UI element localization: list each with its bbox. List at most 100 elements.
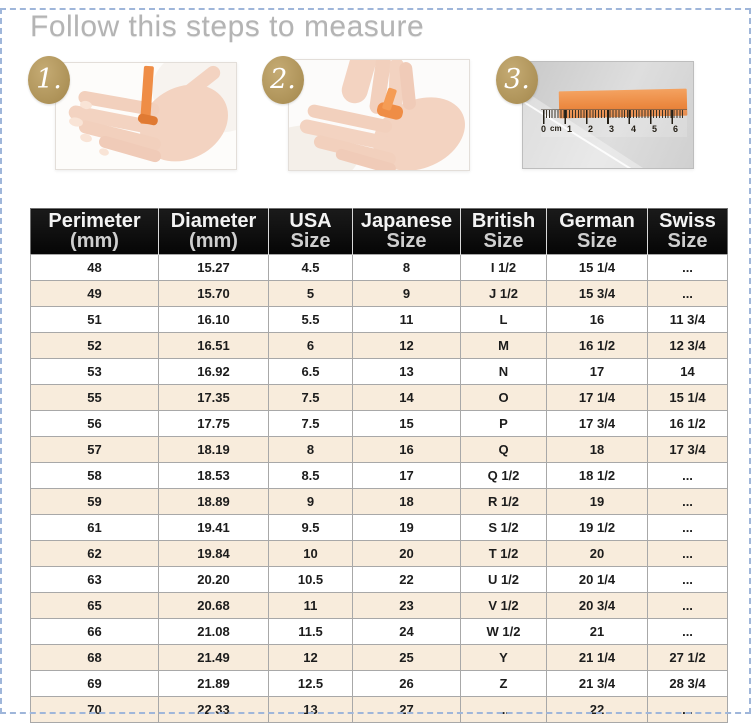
col-header-british-size: British Size xyxy=(460,208,547,255)
table-row: 49 15.70 5 9 J 1/2 15 3/4... xyxy=(30,280,728,307)
table-cell: 15 3/4 xyxy=(546,280,648,307)
table-cell: 8 xyxy=(268,436,353,463)
table-cell: R 1/2 xyxy=(460,488,547,515)
table-cell: 20 3/4 xyxy=(546,592,648,619)
table-cell: O xyxy=(460,384,547,411)
table-cell: 15 1/4 xyxy=(546,254,648,281)
table-cell: 21 3/4 xyxy=(546,670,648,697)
table-row: 59 18.89 9 18 R 1/2 19... xyxy=(30,488,728,515)
table-cell: 21.89 xyxy=(158,670,269,697)
table-cell: 14 xyxy=(647,358,728,385)
table-row: 57 18.19 8 16 Q 18 17 3/4 xyxy=(30,436,728,463)
table-cell: 18.89 xyxy=(158,488,269,515)
step-2-badge: 2. xyxy=(262,56,304,104)
table-cell: ... xyxy=(460,696,547,723)
table-cell: 17 3/4 xyxy=(647,436,728,463)
table-cell: 19 xyxy=(352,514,461,541)
table-cell: 66 xyxy=(30,618,159,645)
ruler-label: 0 xyxy=(541,124,547,134)
table-cell: 9.5 xyxy=(268,514,353,541)
table-cell: 57 xyxy=(30,436,159,463)
table-cell: 69 xyxy=(30,670,159,697)
col-header-diameter: Diameter (mm) xyxy=(158,208,269,255)
table-cell: Z xyxy=(460,670,547,697)
table-cell: 16 xyxy=(352,436,461,463)
col-header-japanese-size: Japanese Size xyxy=(352,208,461,255)
col-header-swiss-size: Swiss Size xyxy=(647,208,728,255)
table-cell: 18 xyxy=(352,488,461,515)
table-cell: 10 xyxy=(268,540,353,567)
table-cell: 53 xyxy=(30,358,159,385)
table-cell: 16 1/2 xyxy=(546,332,648,359)
ruler-label: 6 xyxy=(673,124,679,134)
table-cell: 8.5 xyxy=(268,462,353,489)
table-cell: Y xyxy=(460,644,547,671)
table-row: 58 18.53 8.5 17 Q 1/2 18 1/2... xyxy=(30,462,728,489)
table-cell: 16 xyxy=(546,306,648,333)
step-2-photo xyxy=(288,59,470,171)
table-cell: 7.5 xyxy=(268,410,353,437)
table-cell: 19 1/2 xyxy=(546,514,648,541)
table-row: 62 19.84 10 20 T 1/2 20... xyxy=(30,540,728,567)
ruler-label: 3 xyxy=(609,124,615,134)
table-cell: 18 xyxy=(546,436,648,463)
table-cell: 12 3/4 xyxy=(647,332,728,359)
table-body: 48 15.27 4.5 8 I 1/2 15 1/4... 49 15.70 5 9 J 1/2 1… xyxy=(30,254,728,723)
table-cell: 51 xyxy=(30,306,159,333)
table-cell: 15 xyxy=(352,410,461,437)
table-cell: 5 xyxy=(268,280,353,307)
table-row: 66 21.08 11.5 24 W 1/2 21... xyxy=(30,618,728,645)
table-cell: 62 xyxy=(30,540,159,567)
ruler-label: 5 xyxy=(652,124,658,134)
table-cell: 49 xyxy=(30,280,159,307)
table-cell: 20.20 xyxy=(158,566,269,593)
ruler-major-ticks xyxy=(543,110,685,124)
table-cell: 56 xyxy=(30,410,159,437)
table-cell: 20.68 xyxy=(158,592,269,619)
table-cell: 16.92 xyxy=(158,358,269,385)
table-cell: 15.70 xyxy=(158,280,269,307)
col-header-german-size: German Size xyxy=(546,208,648,255)
table-row: 55 17.35 7.5 14 O 17 1/4 15 1/4 xyxy=(30,384,728,411)
table-cell: 9 xyxy=(268,488,353,515)
table-cell: 15 1/4 xyxy=(647,384,728,411)
table-cell: M xyxy=(460,332,547,359)
table-cell: 6.5 xyxy=(268,358,353,385)
table-cell: 19.84 xyxy=(158,540,269,567)
table-row: 63 20.20 10.5 22 U 1/2 20 1/4... xyxy=(30,566,728,593)
table-cell: 19 xyxy=(546,488,648,515)
table-cell: P xyxy=(460,410,547,437)
ring-size-table: Perimeter (mm) Diameter (mm) USA Size Japan… xyxy=(30,208,728,723)
table-cell: 26 xyxy=(352,670,461,697)
table-cell: 21.49 xyxy=(158,644,269,671)
table-cell: ... xyxy=(647,540,728,567)
table-cell: 10.5 xyxy=(268,566,353,593)
ruler-label: cm xyxy=(550,124,562,133)
table-cell: 59 xyxy=(30,488,159,515)
table-cell: S 1/2 xyxy=(460,514,547,541)
table-cell: 21.08 xyxy=(158,618,269,645)
table-cell: 18 1/2 xyxy=(546,462,648,489)
table-cell: V 1/2 xyxy=(460,592,547,619)
table-cell: 65 xyxy=(30,592,159,619)
table-cell: ... xyxy=(647,618,728,645)
ruler-label: 2 xyxy=(588,124,594,134)
table-cell: 15.27 xyxy=(158,254,269,281)
table-cell: J 1/2 xyxy=(460,280,547,307)
two-hands-wrapping-strip-illustration xyxy=(289,60,469,170)
table-cell: ... xyxy=(647,280,728,307)
table-row: 56 17.75 7.5 15 P 17 3/4 16 1/2 xyxy=(30,410,728,437)
ruler-label: 1 xyxy=(567,124,573,134)
table-cell: ... xyxy=(647,514,728,541)
table-cell: 12 xyxy=(352,332,461,359)
table-row: 65 20.68 11 23 V 1/2 20 3/4... xyxy=(30,592,728,619)
table-cell: Q xyxy=(460,436,547,463)
table-cell: 14 xyxy=(352,384,461,411)
table-cell: 13 xyxy=(268,696,353,723)
step-1-badge: 1. xyxy=(28,56,70,104)
table-cell: 16.51 xyxy=(158,332,269,359)
table-cell: ... xyxy=(647,462,728,489)
step-2-number: 2. xyxy=(270,63,296,95)
table-cell: 61 xyxy=(30,514,159,541)
table-cell: T 1/2 xyxy=(460,540,547,567)
